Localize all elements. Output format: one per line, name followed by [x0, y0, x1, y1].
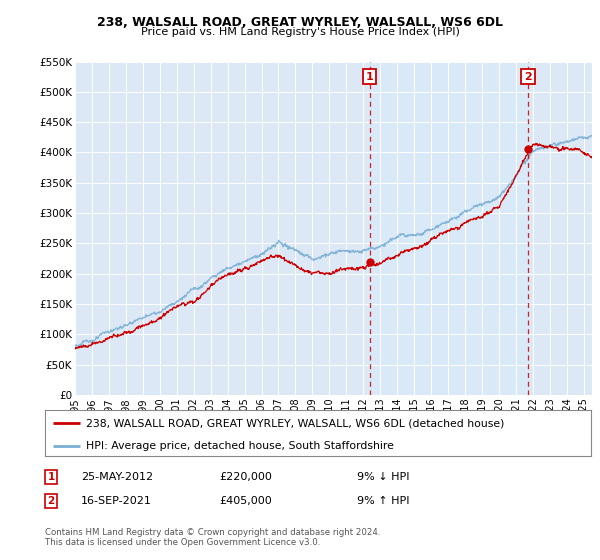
Text: Contains HM Land Registry data © Crown copyright and database right 2024.
This d: Contains HM Land Registry data © Crown c… — [45, 528, 380, 547]
Text: 1: 1 — [366, 72, 374, 82]
Text: 9% ↑ HPI: 9% ↑ HPI — [357, 496, 409, 506]
Text: 25-MAY-2012: 25-MAY-2012 — [81, 472, 153, 482]
Text: 16-SEP-2021: 16-SEP-2021 — [81, 496, 152, 506]
Text: HPI: Average price, detached house, South Staffordshire: HPI: Average price, detached house, Sout… — [86, 441, 394, 451]
Text: 238, WALSALL ROAD, GREAT WYRLEY, WALSALL, WS6 6DL: 238, WALSALL ROAD, GREAT WYRLEY, WALSALL… — [97, 16, 503, 29]
Text: £220,000: £220,000 — [219, 472, 272, 482]
Text: 238, WALSALL ROAD, GREAT WYRLEY, WALSALL, WS6 6DL (detached house): 238, WALSALL ROAD, GREAT WYRLEY, WALSALL… — [86, 418, 505, 428]
Text: 2: 2 — [47, 496, 55, 506]
Text: 9% ↓ HPI: 9% ↓ HPI — [357, 472, 409, 482]
Text: 1: 1 — [47, 472, 55, 482]
Text: 2: 2 — [524, 72, 532, 82]
Text: Price paid vs. HM Land Registry's House Price Index (HPI): Price paid vs. HM Land Registry's House … — [140, 27, 460, 37]
Text: £405,000: £405,000 — [219, 496, 272, 506]
Bar — [370, 62, 528, 395]
